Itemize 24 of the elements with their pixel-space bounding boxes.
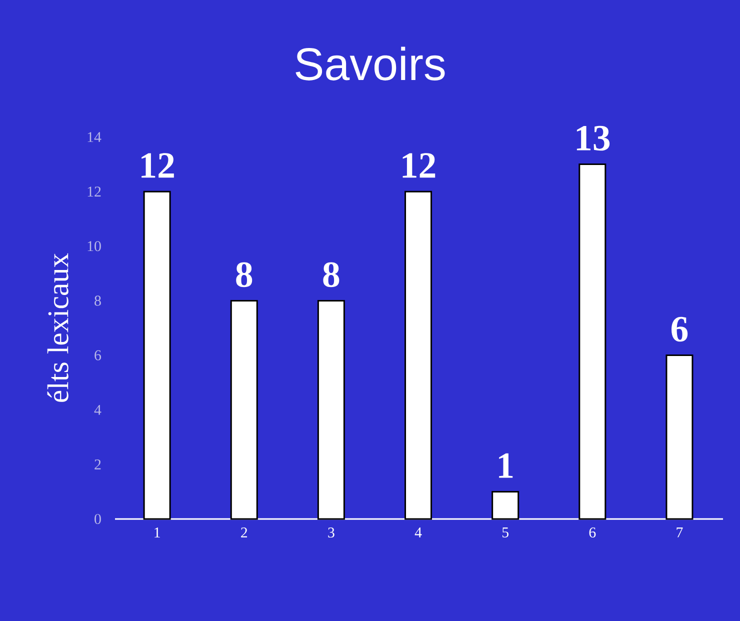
data-label: 12 <box>142 153 174 178</box>
y-tick-label: 2 <box>94 459 101 470</box>
x-tick-label: 3 <box>328 528 334 538</box>
data-label: 1 <box>499 453 513 478</box>
y-tick-label: 10 <box>88 241 101 252</box>
data-label: 8 <box>236 262 252 288</box>
x-tick-label: 7 <box>676 528 683 538</box>
y-tick-label: 8 <box>94 296 101 306</box>
x-tick-label: 5 <box>502 528 508 538</box>
x-tick-label: 6 <box>589 528 596 538</box>
data-label: 6 <box>672 316 688 342</box>
data-label: 13 <box>576 126 610 151</box>
data-label: 12 <box>402 153 436 178</box>
chart-title: Savoirs <box>296 46 445 80</box>
y-tick-label: 12 <box>88 186 101 197</box>
y-tick-label: 0 <box>94 514 101 524</box>
x-tick-label: 1 <box>154 528 160 538</box>
x-tick-label: 4 <box>414 528 422 538</box>
y-tick-label: 4 <box>94 404 102 415</box>
x-tick-label: 2 <box>241 528 248 538</box>
data-label: 8 <box>323 262 340 288</box>
y-axis-title: élts lexicaux <box>47 253 68 402</box>
y-tick-label: 6 <box>94 350 102 360</box>
y-tick-label: 14 <box>88 132 102 142</box>
